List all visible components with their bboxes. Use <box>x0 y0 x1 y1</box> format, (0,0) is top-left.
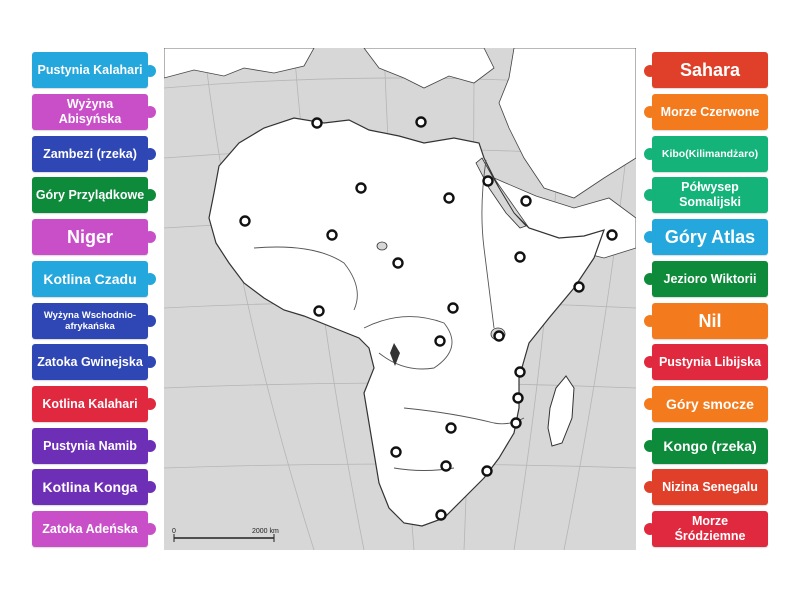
drop-target[interactable] <box>445 422 457 434</box>
drag-handle[interactable] <box>644 315 656 327</box>
drop-target[interactable] <box>390 446 402 458</box>
label-nizina-senegalu[interactable]: Nizina Senegalu <box>652 469 768 505</box>
drop-target[interactable] <box>514 251 526 263</box>
drop-target[interactable] <box>440 460 452 472</box>
drag-handle[interactable] <box>144 231 156 243</box>
drop-target[interactable] <box>447 302 459 314</box>
drop-target[interactable] <box>355 182 367 194</box>
drag-handle[interactable] <box>144 523 156 535</box>
drop-target[interactable] <box>326 229 338 241</box>
coast-marking <box>390 343 400 366</box>
drag-handle[interactable] <box>144 356 156 368</box>
drop-target[interactable] <box>435 509 447 521</box>
label-niger[interactable]: Niger <box>32 219 148 255</box>
label-pustynia-namib[interactable]: Pustynia Namib <box>32 428 148 464</box>
drop-target[interactable] <box>239 215 251 227</box>
drop-target[interactable] <box>415 116 427 128</box>
drop-target[interactable] <box>434 335 446 347</box>
drag-handle[interactable] <box>144 481 156 493</box>
label-gory-przyladkowe[interactable]: Góry Przylądkowe <box>32 177 148 213</box>
drag-handle[interactable] <box>644 523 656 535</box>
label-nil[interactable]: Nil <box>652 303 768 339</box>
drop-target[interactable] <box>512 392 524 404</box>
label-jezioro-wiktorii[interactable]: Jezioro Wiktorii <box>652 261 768 297</box>
drag-handle[interactable] <box>644 148 656 160</box>
drop-target[interactable] <box>514 366 526 378</box>
drag-handle[interactable] <box>144 315 156 327</box>
drag-handle[interactable] <box>644 440 656 452</box>
drop-target[interactable] <box>313 305 325 317</box>
madagascar <box>547 375 575 447</box>
label-gory-atlas[interactable]: Góry Atlas <box>652 219 768 255</box>
drop-target[interactable] <box>573 281 585 293</box>
scale-zero: 0 <box>172 528 176 535</box>
label-kongo-rzeka[interactable]: Kongo (rzeka) <box>652 428 768 464</box>
lake-chad <box>376 241 388 251</box>
label-pustynia-libijska[interactable]: Pustynia Libijska <box>652 344 768 380</box>
label-morze-czerwone[interactable]: Morze Czerwone <box>652 94 768 130</box>
drag-handle[interactable] <box>144 65 156 77</box>
scale-bar: 0 2000 km <box>172 528 279 542</box>
drag-handle[interactable] <box>144 273 156 285</box>
drop-target[interactable] <box>493 330 505 342</box>
label-morze-srodziemne[interactable]: Morze Śródziemne <box>652 511 768 547</box>
label-zambezi[interactable]: Zambezi (rzeka) <box>32 136 148 172</box>
drop-target[interactable] <box>392 257 404 269</box>
drag-handle[interactable] <box>644 189 656 201</box>
africa-map: 0 2000 km <box>164 48 636 550</box>
label-pustynia-kalahari[interactable]: Pustynia Kalahari <box>32 52 148 88</box>
label-wyzyna-wschodnio-afrykanska[interactable]: Wyżyna Wschodnio-afrykańska <box>32 303 148 339</box>
drop-target[interactable] <box>606 229 618 241</box>
scale-label: 2000 km <box>252 528 279 535</box>
label-kibo[interactable]: Kibo(Kilimandżaro) <box>652 136 768 172</box>
drag-handle[interactable] <box>144 440 156 452</box>
drop-target[interactable] <box>482 175 494 187</box>
label-gory-smocze[interactable]: Góry smocze <box>652 386 768 422</box>
drop-target[interactable] <box>520 195 532 207</box>
drag-handle[interactable] <box>144 189 156 201</box>
drag-handle[interactable] <box>644 231 656 243</box>
label-zatoka-adenska[interactable]: Zatoka Adeńska <box>32 511 148 547</box>
label-sahara[interactable]: Sahara <box>652 52 768 88</box>
label-kotlina-kalahari[interactable]: Kotlina Kalahari <box>32 386 148 422</box>
drag-handle[interactable] <box>644 481 656 493</box>
congo-river <box>363 316 453 370</box>
drag-handle[interactable] <box>644 65 656 77</box>
drag-handle[interactable] <box>644 398 656 410</box>
label-zatoka-gwinejska[interactable]: Zatoka Gwinejska <box>32 344 148 380</box>
drop-target[interactable] <box>481 465 493 477</box>
drag-handle[interactable] <box>644 106 656 118</box>
drop-target[interactable] <box>510 417 522 429</box>
drag-handle[interactable] <box>144 106 156 118</box>
drag-handle[interactable] <box>144 148 156 160</box>
drop-target[interactable] <box>311 117 323 129</box>
label-kotlina-konga[interactable]: Kotlina Konga <box>32 469 148 505</box>
label-wyzyna-abisynska[interactable]: Wyżyna Abisyńska <box>32 94 148 130</box>
drag-handle[interactable] <box>644 273 656 285</box>
drop-target[interactable] <box>443 192 455 204</box>
drag-handle[interactable] <box>644 356 656 368</box>
niger-river <box>253 246 358 311</box>
drag-handle[interactable] <box>144 398 156 410</box>
label-polwysep-somalijski[interactable]: Półwysep Somalijski <box>652 177 768 213</box>
label-kotlina-czadu[interactable]: Kotlina Czadu <box>32 261 148 297</box>
nile-river <box>481 159 495 329</box>
